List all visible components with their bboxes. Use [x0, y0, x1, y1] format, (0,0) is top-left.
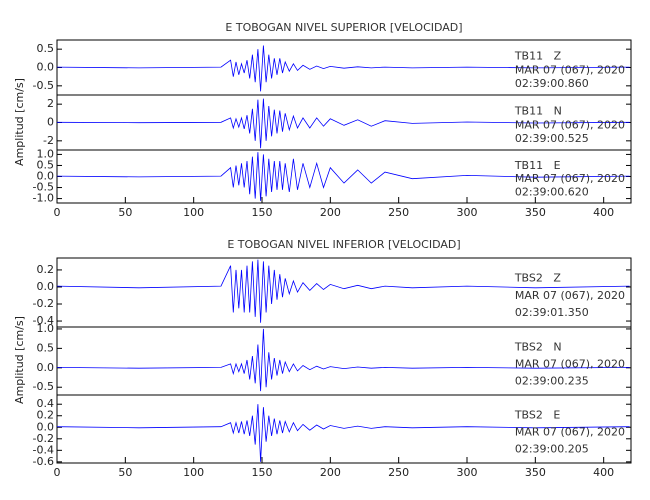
x-tick-label: 350 — [525, 466, 546, 479]
x-tick-label: 0 — [54, 206, 61, 219]
x-tick-label: 0 — [54, 466, 61, 479]
time-label: 02:39:00.525 — [515, 132, 589, 145]
waveform — [56, 45, 630, 92]
x-tick-label: 150 — [252, 206, 273, 219]
x-tick-label: 150 — [252, 466, 273, 479]
date-label: MAR 07 (067), 2020 — [515, 63, 625, 76]
x-tick-label: 250 — [388, 206, 409, 219]
y-axis-label: Amplitud [cm/s] — [13, 78, 26, 166]
y-tick-label: -1.0 — [33, 192, 54, 205]
y-tick-label: -0.6 — [33, 455, 54, 468]
station-label: TBS2 Z — [514, 272, 562, 285]
y-tick-label: 0.0 — [37, 280, 55, 293]
waveform — [56, 98, 630, 149]
x-tick-label: 400 — [593, 466, 614, 479]
x-tick-label: 50 — [118, 466, 132, 479]
station-label: TBS2 E — [514, 408, 561, 421]
time-label: 02:39:00.860 — [515, 77, 589, 90]
date-label: MAR 07 (067), 2020 — [515, 357, 625, 370]
date-label: MAR 07 (067), 2020 — [515, 172, 625, 185]
y-tick-label: 0.2 — [37, 409, 55, 422]
y-tick-label: -0.4 — [33, 314, 54, 327]
y-axis-label: Amplitud [cm/s] — [13, 316, 26, 404]
panel-frame — [56, 394, 632, 464]
y-tick-label: 0.0 — [37, 61, 55, 74]
y-tick-label: 0.5 — [37, 158, 55, 171]
y-tick-label: 0.0 — [37, 420, 55, 433]
x-tick-label: 200 — [320, 466, 341, 479]
x-tick-label: 100 — [183, 206, 204, 219]
x-tick-label: 300 — [457, 466, 478, 479]
x-tick-label: 200 — [320, 206, 341, 219]
time-label: 02:39:01.350 — [515, 306, 589, 319]
x-tick-label: 250 — [388, 466, 409, 479]
station-label: TB11 N — [514, 105, 562, 118]
y-tick-label: 0.0 — [37, 170, 55, 183]
chart-title: E TOBOGAN NIVEL SUPERIOR [VELOCIDAD] — [225, 21, 462, 34]
time-label: 02:39:00.620 — [515, 185, 589, 198]
y-tick-label: 0.5 — [37, 42, 55, 55]
y-tick-label: -0.2 — [33, 432, 54, 445]
y-tick-label: 0 — [47, 116, 54, 129]
waveform — [56, 404, 630, 462]
station-label: TB11 E — [514, 159, 561, 172]
y-tick-label: 0.0 — [37, 361, 55, 374]
y-tick-label: 0.4 — [37, 397, 55, 410]
y-tick-label: 1.0 — [37, 147, 55, 160]
time-label: 02:39:00.205 — [515, 442, 589, 455]
date-label: MAR 07 (067), 2020 — [515, 425, 625, 438]
x-tick-label: 400 — [593, 206, 614, 219]
station-label: TB11 Z — [514, 50, 562, 63]
waveform — [56, 152, 630, 201]
y-tick-label: -0.4 — [33, 443, 54, 456]
y-tick-label: -0.5 — [33, 380, 54, 393]
y-tick-label: 0.2 — [37, 263, 55, 276]
y-tick-label: -0.2 — [33, 297, 54, 310]
x-tick-label: 100 — [183, 466, 204, 479]
y-tick-label: 0.5 — [37, 341, 55, 354]
y-tick-label: 1.0 — [37, 322, 55, 335]
y-tick-label: -0.5 — [33, 181, 54, 194]
y-tick-label: -0.5 — [33, 79, 54, 92]
date-label: MAR 07 (067), 2020 — [515, 289, 625, 302]
chart-title: E TOBOGAN NIVEL INFERIOR [VELOCIDAD] — [227, 238, 460, 251]
x-tick-label: 300 — [457, 206, 478, 219]
station-label: TBS2 N — [514, 340, 562, 353]
x-tick-label: 50 — [118, 206, 132, 219]
y-tick-label: 2 — [47, 97, 54, 110]
waveform — [56, 259, 630, 323]
x-tick-label: 350 — [525, 206, 546, 219]
date-label: MAR 07 (067), 2020 — [515, 118, 625, 131]
y-tick-label: -2 — [43, 134, 54, 147]
waveform — [56, 328, 630, 392]
time-label: 02:39:00.235 — [515, 374, 589, 387]
